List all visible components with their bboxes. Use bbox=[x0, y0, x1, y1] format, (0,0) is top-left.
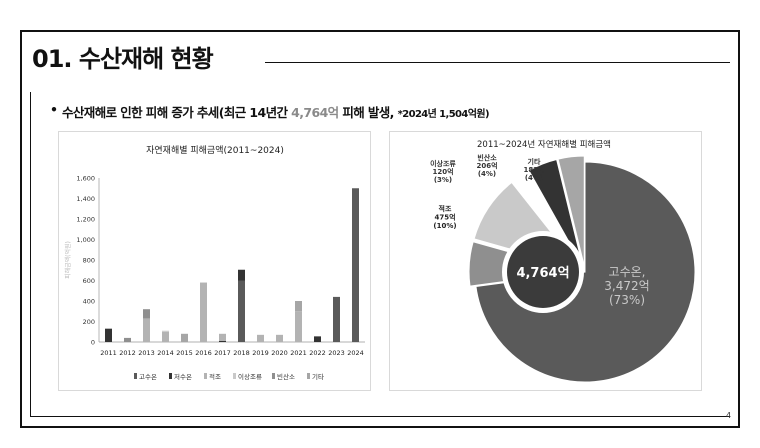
y-tick-label: 800 bbox=[83, 257, 95, 265]
x-tick-label: 2020 bbox=[271, 349, 288, 357]
legend-swatch bbox=[307, 373, 310, 379]
slide-frame bbox=[20, 30, 740, 428]
bar-segment bbox=[124, 337, 131, 342]
x-tick-label: 2024 bbox=[347, 349, 364, 357]
pie-slice-label: 저수온 bbox=[424, 257, 444, 266]
bar-segment bbox=[276, 334, 283, 342]
subtitle-note: *2024년 1,504억원) bbox=[397, 109, 490, 120]
pie-chart-panel: 2011~2024년 자연재해별 피해금액 4,764억 고수온, 3,472억 (73… bbox=[389, 131, 702, 391]
pie-slice-label: 기타 bbox=[528, 157, 541, 166]
legend-label: 이상조류 bbox=[238, 372, 262, 381]
legend-label: 적조 bbox=[209, 373, 221, 381]
pie-slice-label: (73%) bbox=[609, 293, 645, 307]
x-tick-label: 2022 bbox=[309, 349, 326, 357]
x-tick-label: 2017 bbox=[214, 349, 231, 357]
x-tick-label: 2014 bbox=[157, 349, 174, 357]
legend-swatch bbox=[169, 373, 172, 379]
y-tick-label: 1,000 bbox=[76, 236, 95, 244]
bar-segment bbox=[143, 309, 150, 319]
center-total-label: 4,764억 bbox=[516, 266, 569, 281]
bullet-icon: • bbox=[50, 102, 58, 117]
pie-slice bbox=[528, 158, 584, 267]
bar-segment bbox=[143, 318, 150, 342]
legend-label: 저수온 bbox=[174, 372, 192, 381]
pie-slice-label: (4%) bbox=[478, 170, 496, 178]
bar-segment bbox=[238, 280, 245, 342]
x-tick-label: 2013 bbox=[138, 349, 155, 357]
bar-segment bbox=[314, 336, 321, 342]
left-rule bbox=[30, 92, 31, 417]
bar-segment bbox=[105, 328, 112, 342]
y-tick-label: 400 bbox=[83, 298, 95, 306]
legend-swatch bbox=[134, 373, 137, 379]
legend-swatch bbox=[204, 373, 207, 379]
pie-slice-label: 고수온, bbox=[609, 265, 646, 279]
page-number: 4 bbox=[726, 411, 732, 420]
center-badge bbox=[507, 236, 579, 308]
y-tick-label: 1,600 bbox=[76, 175, 95, 183]
bar-chart: 자연재해별 피해금액(2011~2024) 1,600 1,400 1,200 1,00… bbox=[64, 144, 365, 381]
x-tick-label: 2015 bbox=[176, 349, 193, 357]
subtitle-text: 수산재해로 인한 피해 증가 추세(최근 14년간 bbox=[62, 105, 292, 120]
legend-label: 빈산소 bbox=[277, 372, 295, 381]
bar-segment bbox=[219, 333, 226, 341]
bar-segment bbox=[352, 188, 359, 342]
bar-segment bbox=[162, 330, 169, 332]
pie-slice-label: 이상조류 bbox=[430, 159, 456, 168]
pie-slice-label: 3,472억 bbox=[604, 279, 649, 293]
x-tick-label: 2011 bbox=[100, 349, 117, 357]
bar-chart-title: 자연재해별 피해금액(2011~2024) bbox=[146, 144, 284, 156]
title-rule bbox=[265, 62, 730, 63]
x-tick-label: 2016 bbox=[195, 349, 212, 357]
y-tick-label: 1,400 bbox=[76, 195, 95, 203]
x-tick-label: 2021 bbox=[290, 349, 307, 357]
bar-segment bbox=[257, 334, 264, 342]
bar-segment bbox=[238, 269, 245, 281]
legend-label: 고수온 bbox=[139, 373, 157, 381]
pie-slice-label: (10%) bbox=[433, 222, 456, 230]
pie-slice-label: 120억 bbox=[432, 167, 453, 176]
legend-swatch bbox=[233, 373, 236, 379]
bottom-rule bbox=[30, 416, 730, 417]
pie-slice-label: (4%) bbox=[525, 174, 543, 182]
x-tick-label: 2023 bbox=[328, 349, 345, 357]
bar-segment bbox=[181, 333, 188, 342]
pie-slice-label: 475억 bbox=[434, 213, 455, 222]
pie-slice-label: 적조 bbox=[439, 204, 452, 213]
x-tick-label: 2012 bbox=[119, 349, 136, 357]
pie-slice-label: 206억 bbox=[476, 161, 497, 170]
bar-chart-panel: 자연재해별 피해금액(2011~2024) 1,600 1,400 1,200 1,00… bbox=[58, 131, 371, 391]
pie-slice-label: (3%) bbox=[434, 176, 452, 184]
y-tick-label: 200 bbox=[83, 318, 95, 326]
bar-segment bbox=[333, 296, 340, 342]
bar-segment bbox=[295, 311, 302, 342]
legend-swatch bbox=[272, 373, 275, 379]
x-tick-label: 2018 bbox=[233, 349, 250, 357]
pie-slice-label: (6%) bbox=[425, 275, 443, 283]
x-tick-label: 2019 bbox=[252, 349, 269, 357]
pie-chart: 2011~2024년 자연재해별 피해금액 4,764억 고수온,3,472억(73… bbox=[423, 139, 696, 383]
bar-segment bbox=[162, 331, 169, 342]
pie-slice bbox=[475, 161, 696, 383]
pie-slice-label: 182억 bbox=[523, 165, 544, 174]
pie-chart-title: 2011~2024년 자연재해별 피해금액 bbox=[477, 139, 611, 150]
legend-label: 기타 bbox=[312, 372, 324, 381]
y-tick-label: 0 bbox=[91, 339, 95, 347]
pie-slice-label: 빈산소 bbox=[477, 153, 497, 162]
y-axis-label: 피해금액(억원) bbox=[64, 241, 72, 279]
pie-slice-label: 308억 bbox=[423, 266, 444, 275]
slide-title: 01. 수산재해 현황 bbox=[32, 45, 214, 73]
subtitle-highlight: 4,764억 bbox=[291, 105, 339, 120]
subtitle-text-2: 피해 발생, bbox=[338, 105, 398, 120]
bar-segment bbox=[200, 282, 207, 342]
bar-segment bbox=[219, 340, 226, 342]
pie-slice bbox=[557, 155, 585, 267]
bar-segment bbox=[295, 301, 302, 312]
y-tick-label: 600 bbox=[83, 277, 95, 285]
y-tick-label: 1,200 bbox=[76, 216, 95, 224]
subtitle: • 수산재해로 인한 피해 증가 추세(최근 14년간 4,764억 피해 발생… bbox=[50, 102, 490, 121]
